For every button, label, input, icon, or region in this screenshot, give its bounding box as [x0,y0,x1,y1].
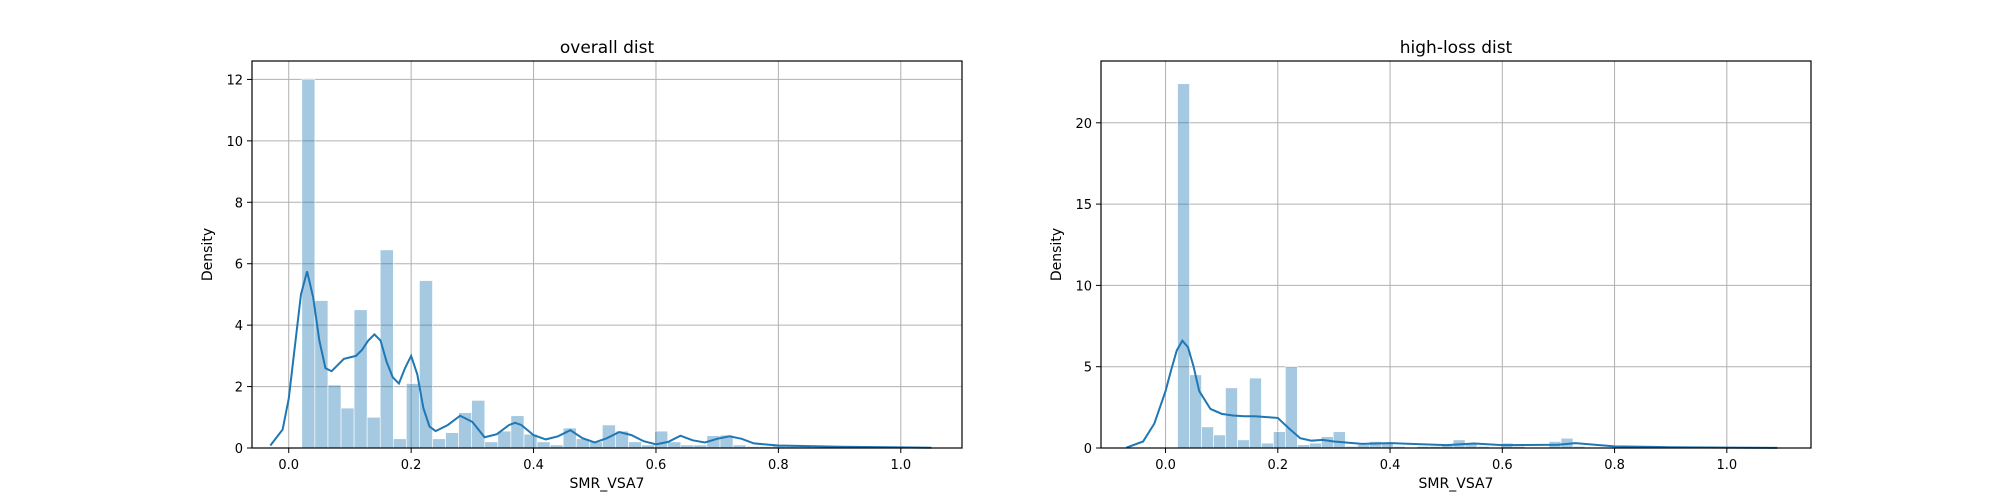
histogram-bar [432,438,446,449]
histogram-bar [667,441,682,449]
y-tick-label: 4 [235,319,243,334]
histogram-bar [392,438,407,449]
y-tick-label: 0 [1084,442,1092,457]
x-tick-label: 0.0 [1155,458,1176,473]
y-axis-label: Density [1049,228,1065,281]
x-tick-label: 0.6 [646,458,667,473]
y-axis-label: Density [200,228,216,281]
histogram-bar [510,415,525,449]
histogram-bar [353,309,368,449]
x-axis-label: SMR_VSA7 [570,476,645,492]
histogram-bar [536,441,551,449]
histogram-bar [1285,366,1298,449]
kde-curve [269,271,932,449]
axes-frame [251,60,963,449]
axis-ticks: 0.0 0.2 0.4 0.6 0.8 1.0 0 5 10 15 20 [1075,117,1737,473]
histogram-bar [1249,377,1262,449]
x-tick-label: 0.2 [1267,458,1288,473]
y-tick-label: 5 [1084,361,1092,376]
histogram-bar [340,407,355,449]
x-tick-label: 0.4 [523,458,544,473]
histogram-bar [1177,83,1190,449]
x-tick-label: 0.8 [768,458,789,473]
y-tick-label: 10 [1075,279,1092,294]
histogram-bar [301,79,316,449]
x-tick-label: 0.4 [1380,458,1401,473]
axes-frame [1100,60,1812,449]
y-tick-label: 10 [226,135,243,150]
histogram-bar [1273,431,1286,449]
y-tick-label: 20 [1075,117,1092,132]
histogram-bar [327,384,342,449]
x-tick-label: 0.8 [1604,458,1625,473]
histogram-bar [1213,434,1226,449]
histogram-bar [497,430,512,449]
chart-title: high-loss dist [1400,38,1513,58]
chart-title: overall dist [560,38,655,58]
histogram-bar [1225,387,1238,449]
histogram-bar [1321,436,1334,449]
overall-dist-panel: 0.0 0.2 0.4 0.6 0.8 1.0 0 2 4 6 8 10 12 overall dist… [200,38,963,492]
histogram-bar [406,383,420,449]
x-tick-label: 1.0 [890,458,911,473]
high-loss-dist-panel: 0.0 0.2 0.4 0.6 0.8 1.0 0 5 10 15 20 high-loss dis… [1049,38,1812,492]
histogram-bar [1237,439,1250,449]
x-tick-label: 0.0 [278,458,299,473]
histogram-bar [628,441,642,449]
x-tick-label: 1.0 [1716,458,1737,473]
y-tick-label: 0 [235,442,243,457]
histogram-bar [1309,442,1322,449]
histogram-bar [654,430,669,449]
y-tick-label: 2 [235,381,243,396]
histogram-bar [484,441,499,449]
histogram-bar [1189,374,1202,449]
axis-ticks: 0.0 0.2 0.4 0.6 0.8 1.0 0 2 4 6 8 10 12 [226,73,911,473]
gridlines [252,61,962,449]
histogram-bar [1261,442,1274,449]
histogram-bar [1201,426,1214,449]
histogram-bar [445,432,459,449]
histogram-bar [366,416,381,449]
histogram-bar [419,280,433,449]
x-axis-label: SMR_VSA7 [1419,476,1494,492]
y-tick-label: 6 [235,258,243,273]
kde-curve [1125,338,1778,449]
y-tick-label: 12 [226,73,243,88]
x-tick-label: 0.6 [1492,458,1513,473]
histogram-bar [1333,431,1346,449]
x-tick-label: 0.2 [401,458,422,473]
y-tick-label: 8 [235,196,243,211]
y-tick-label: 15 [1075,198,1092,213]
